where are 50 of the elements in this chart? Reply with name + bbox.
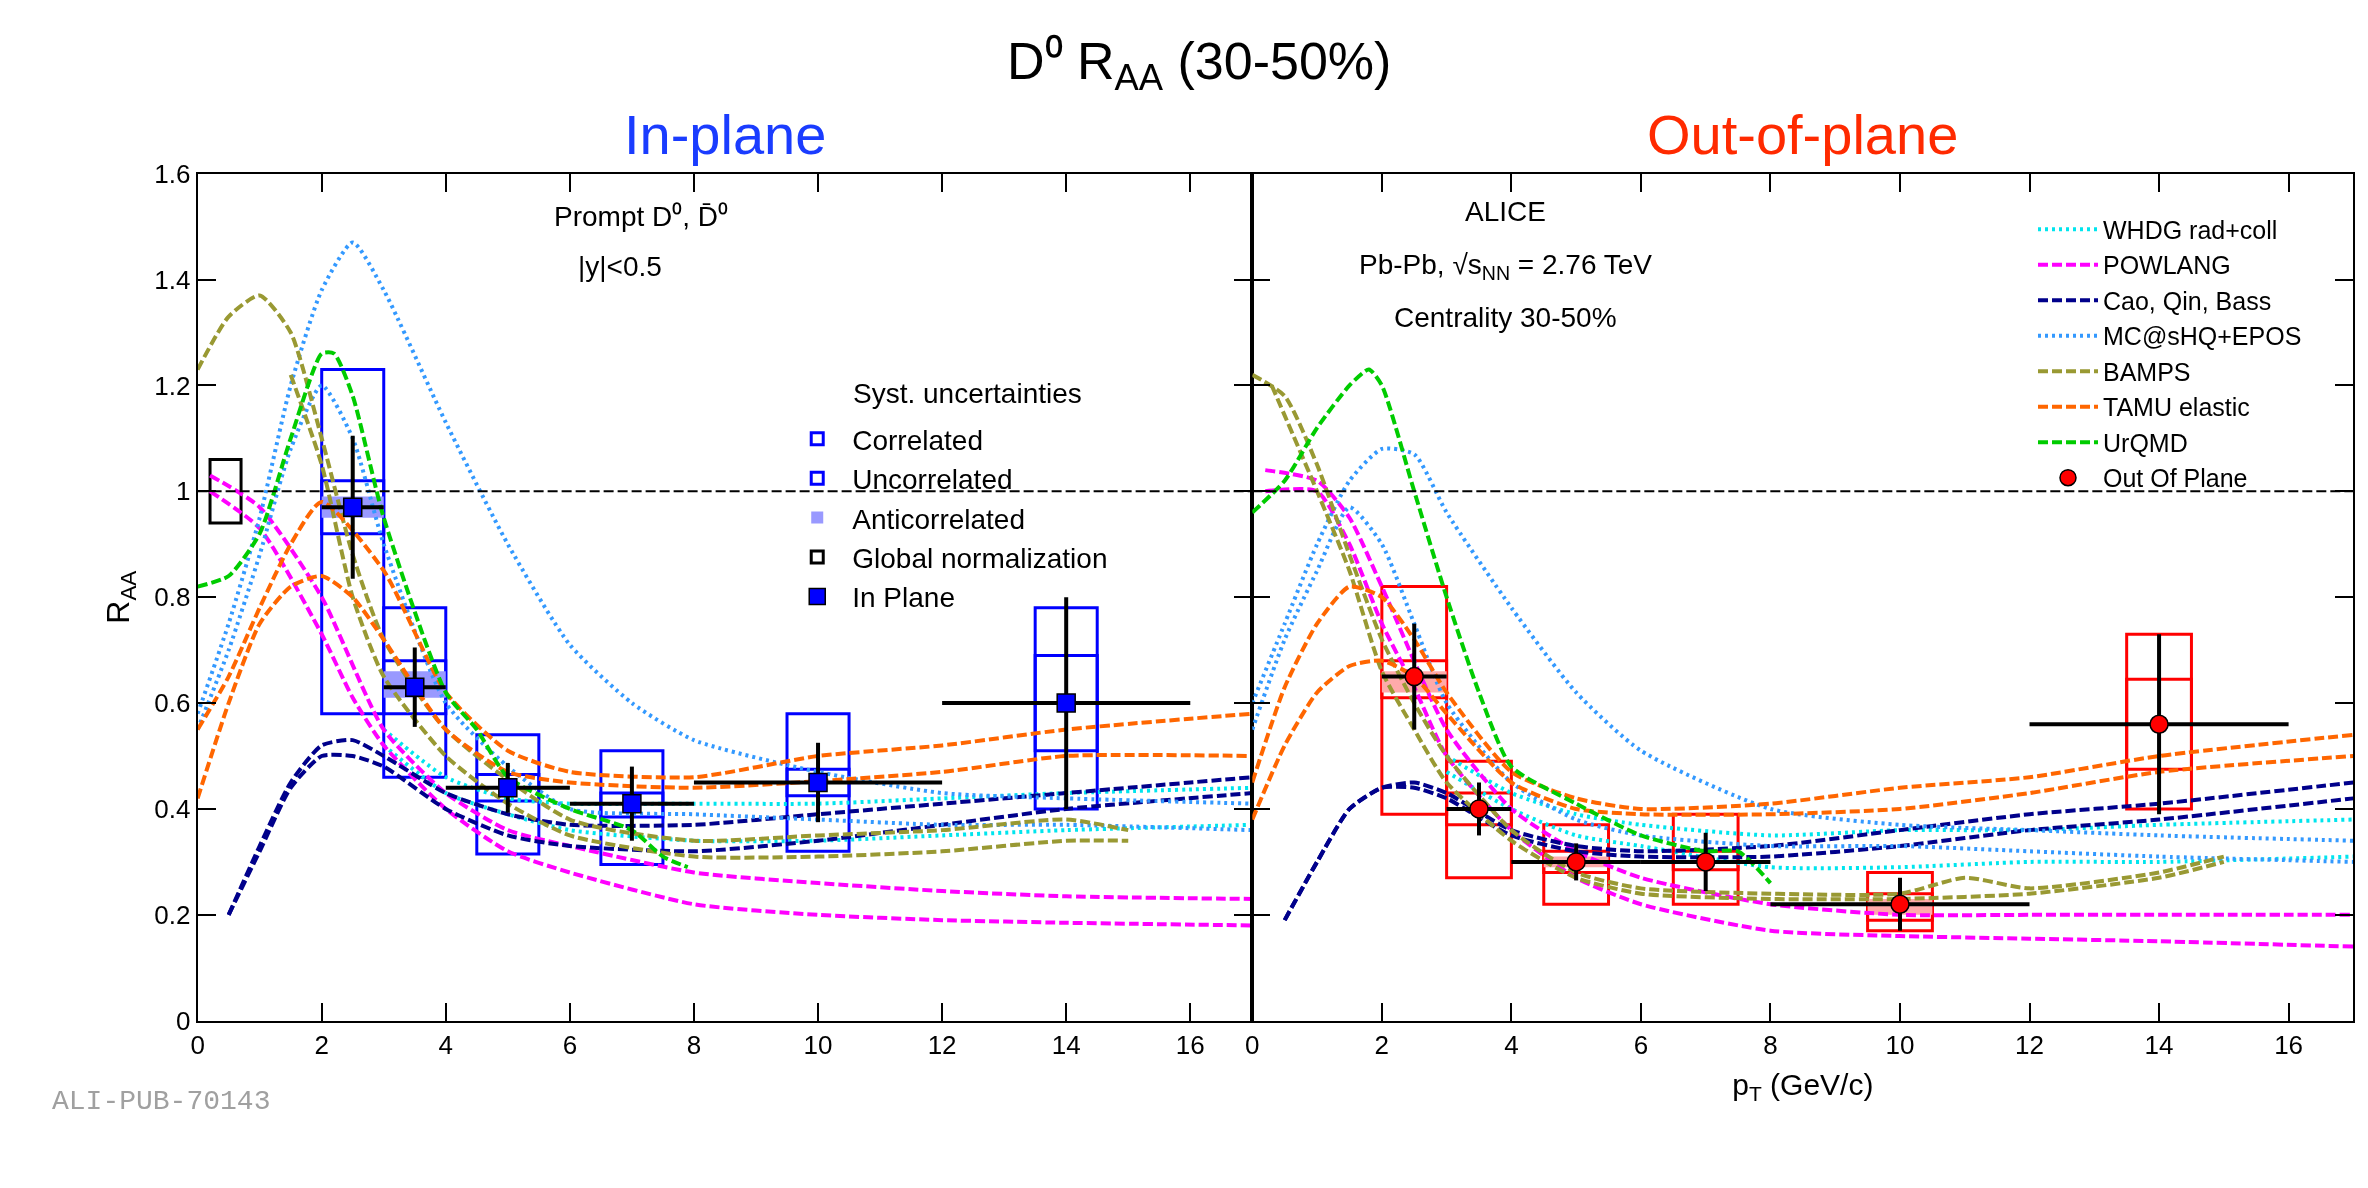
legend-label: Correlated bbox=[852, 424, 983, 456]
x-tick-label: 2 bbox=[314, 1029, 329, 1060]
text: ALI-PUB-70143 bbox=[52, 1086, 271, 1117]
annotation: Syst. uncertainties bbox=[853, 378, 1082, 409]
x-tick-label: 14 bbox=[1051, 1029, 1081, 1060]
x-tick-label: 4 bbox=[438, 1029, 454, 1060]
legend-label: In Plane bbox=[852, 582, 955, 614]
y-tick-label: 0 bbox=[175, 1005, 191, 1036]
legend-label: MC@sHQ+EPOS bbox=[2103, 322, 2302, 351]
y-tick-label: 0.8 bbox=[154, 582, 191, 613]
x-axis-title: p$_{T}$ (GeV/c) bbox=[1732, 1067, 1874, 1106]
legend-label: WHDG rad+coll bbox=[2103, 215, 2278, 244]
chart-title: D⁰ R$_{AA}$ (30-50%) bbox=[1007, 32, 1392, 98]
x-tick-label: 6 bbox=[1633, 1029, 1649, 1060]
chart-subtitle: In-plane bbox=[624, 103, 827, 166]
x-tick-label: 0 bbox=[1245, 1029, 1260, 1060]
x-tick-label: 12 bbox=[927, 1029, 957, 1060]
x-tick-label: 12 bbox=[2015, 1029, 2044, 1060]
legend-label: Anticorrelated bbox=[852, 503, 1025, 535]
legend-label: UrQMD bbox=[2103, 428, 2188, 457]
y-tick-label: 0.6 bbox=[154, 688, 191, 719]
x-tick-label: 16 bbox=[2274, 1029, 2304, 1060]
y-tick-label: 0.4 bbox=[154, 794, 191, 825]
legend-label: Uncorrelated bbox=[852, 464, 1013, 496]
annotation: |y|<0.5 bbox=[578, 251, 662, 282]
y-tick-label: 1.2 bbox=[154, 370, 191, 401]
legend-label: TAMU elastic bbox=[2103, 393, 2250, 422]
y-tick-label: 0.2 bbox=[154, 899, 191, 930]
y-tick-label: 1.6 bbox=[154, 158, 191, 189]
annotation: Pb-Pb, √s$_{NN}$ = 2.76 TeV bbox=[1359, 249, 1653, 284]
legend-label: Cao, Qin, Bass bbox=[2103, 286, 2272, 315]
x-tick-label: 6 bbox=[562, 1029, 578, 1060]
y-tick-label: 1 bbox=[175, 476, 191, 507]
x-tick-label: 8 bbox=[1763, 1029, 1778, 1060]
x-tick-label: 8 bbox=[686, 1029, 702, 1060]
x-tick-label: 2 bbox=[1374, 1029, 1390, 1060]
annotation: ALICE bbox=[1465, 196, 1546, 227]
legend-label: POWLANG bbox=[2103, 251, 2231, 280]
x-tick-label: 4 bbox=[1504, 1029, 1519, 1060]
y-tick-label: 1.4 bbox=[154, 264, 191, 295]
annotation: Centrality 30-50% bbox=[1394, 302, 1617, 333]
legend-label: Global normalization bbox=[852, 542, 1108, 574]
legend-label: Out Of Plane bbox=[2103, 464, 2248, 493]
annotation: Prompt D⁰, D̄⁰ bbox=[554, 201, 729, 232]
x-tick-label: 10 bbox=[1885, 1029, 1915, 1060]
legend-label: BAMPS bbox=[2103, 357, 2191, 386]
x-tick-label: 10 bbox=[803, 1029, 833, 1060]
x-tick-label: 16 bbox=[1175, 1029, 1205, 1060]
x-tick-label: 14 bbox=[2144, 1029, 2174, 1060]
chart-subtitle: Out-of-plane bbox=[1647, 103, 1959, 166]
